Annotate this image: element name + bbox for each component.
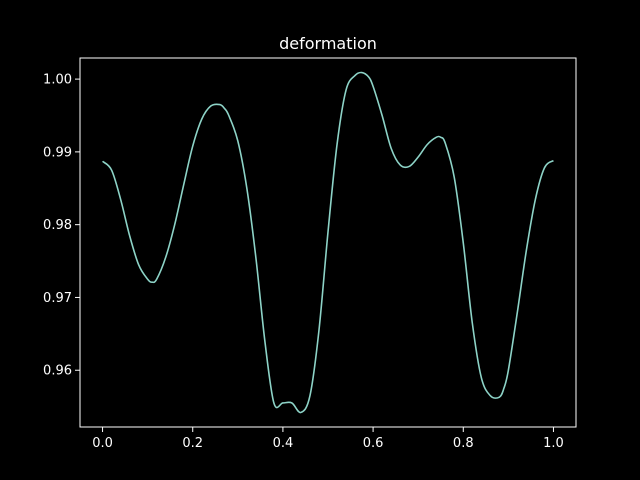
x-axis: 0.0 0.2 0.4 0.6 0.8 1.0 — [92, 427, 564, 451]
x-tick-label: 1.0 — [543, 436, 564, 451]
deformation-line — [101, 71, 554, 414]
y-tick-label: 1.00 — [43, 73, 72, 88]
chart-title: deformation — [279, 34, 377, 53]
x-tick-label: 0.6 — [363, 436, 384, 451]
plot-frame — [79, 57, 577, 428]
x-tick-label: 0.8 — [453, 436, 474, 451]
y-axis: 0.96 0.97 0.98 0.99 1.00 — [43, 73, 80, 379]
x-tick-label: 0.4 — [273, 436, 294, 451]
y-tick-label: 0.98 — [43, 218, 72, 233]
x-tick-label: 0.0 — [92, 436, 113, 451]
y-tick-label: 0.97 — [43, 291, 72, 306]
x-tick-label: 0.2 — [182, 436, 203, 451]
y-tick-label: 0.99 — [43, 145, 72, 160]
y-tick-label: 0.96 — [43, 364, 72, 379]
